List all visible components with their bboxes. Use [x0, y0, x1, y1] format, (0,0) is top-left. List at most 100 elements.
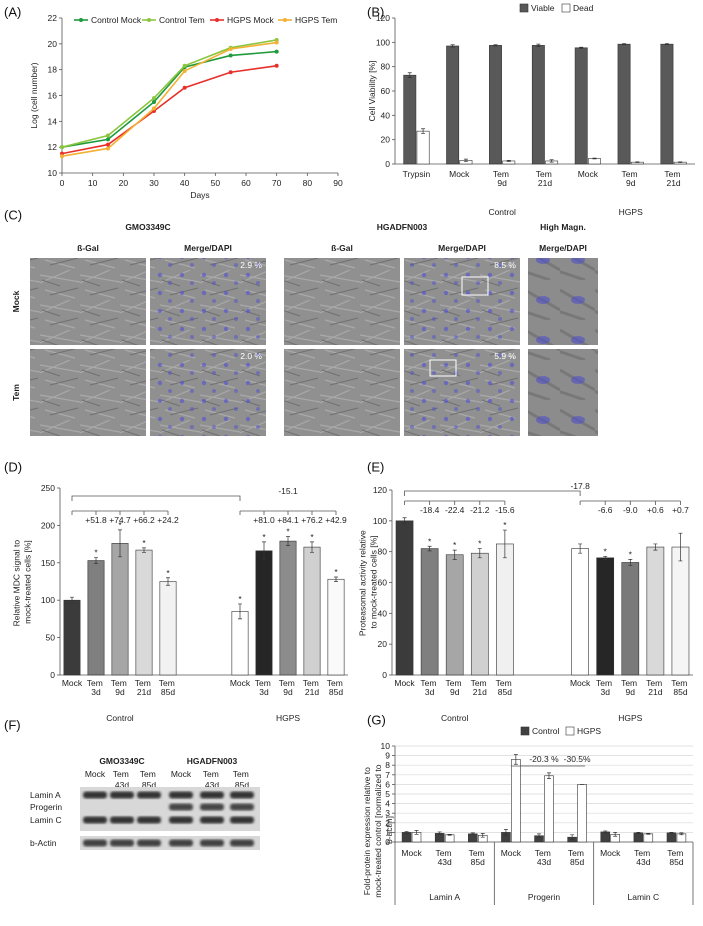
- bar: [489, 45, 502, 165]
- x-tick-label: Tem 21d: [471, 678, 489, 697]
- x-tick-label: Tem 85d: [496, 678, 514, 697]
- annotation: +0.7: [672, 505, 689, 515]
- text-line: 9d: [626, 178, 636, 188]
- dapi-overlay: [150, 349, 266, 436]
- text-line: 9d: [283, 687, 293, 697]
- error-bar: [679, 832, 684, 836]
- error-bar: [678, 532, 683, 562]
- row-label: Tem: [11, 384, 21, 401]
- bar: [577, 784, 587, 843]
- bar: [633, 832, 644, 843]
- significance-marker: *: [94, 548, 98, 558]
- legend-label: Control: [532, 726, 560, 736]
- x-tick-label: Tem 21d: [303, 678, 321, 697]
- bar: [544, 775, 554, 843]
- row-label: Mock: [11, 290, 21, 312]
- legend-swatch: [561, 3, 571, 13]
- data-point: [228, 70, 233, 75]
- y-tick-label: 1: [385, 827, 390, 837]
- blot-band: [137, 791, 161, 799]
- y-tick-label: 3: [385, 808, 390, 818]
- legend-label: HGPS Tem: [295, 15, 337, 25]
- y-tick-label: 80: [378, 547, 388, 557]
- text-line: Mock: [570, 678, 591, 688]
- y-tick-label: 120: [376, 13, 390, 23]
- group-label: HGPS: [619, 207, 643, 217]
- text-line: Tem: [469, 848, 487, 858]
- data-point: [274, 49, 279, 54]
- y-tick-label: 12: [48, 142, 58, 152]
- bar: [420, 548, 439, 676]
- bar: [63, 599, 81, 676]
- zoom-box: [461, 276, 489, 296]
- annotation: -21.2: [470, 505, 490, 515]
- text-line: Tem: [622, 169, 640, 179]
- legend-label: Viable: [531, 3, 555, 13]
- bracket: [404, 500, 506, 505]
- blot-band: [83, 791, 107, 799]
- blot-band: [83, 816, 107, 824]
- annotation: +42.9: [325, 515, 347, 525]
- text-line: Tem: [135, 678, 153, 688]
- x-tick-label: 10: [88, 178, 98, 188]
- y-tick-label: 9: [385, 751, 390, 761]
- error-bar: [407, 72, 412, 78]
- series-line: [61, 39, 277, 148]
- error-bar: [118, 529, 122, 558]
- blot-band: [230, 816, 254, 824]
- data-point: [106, 133, 110, 138]
- blot-band: [110, 791, 134, 799]
- text-line: Tem: [279, 678, 297, 688]
- legend-swatch: [520, 726, 530, 736]
- axis: [391, 490, 693, 676]
- annotation: +24.2: [157, 515, 179, 525]
- text-line: Tem: [471, 678, 489, 688]
- y-tick-label: 8: [385, 760, 390, 770]
- error-bar: [477, 548, 482, 559]
- y-tick-label: 2: [385, 818, 390, 828]
- blot-band: [169, 816, 193, 824]
- text-line: Log (cell number): [29, 62, 39, 128]
- x-tick-label: Tem 21d: [135, 678, 153, 697]
- bar: [327, 578, 345, 676]
- blot-band: [169, 839, 193, 847]
- text-line: Tem: [596, 678, 614, 688]
- group-label: Progerin: [528, 892, 560, 902]
- error-bar: [636, 832, 641, 834]
- annotation: +76.2: [301, 515, 323, 525]
- text-line: Tem: [113, 769, 131, 779]
- significance-marker: *: [629, 549, 633, 559]
- lane-label: Tem 85d: [233, 769, 251, 790]
- bar: [231, 611, 249, 676]
- error-bar: [653, 543, 658, 551]
- y-tick-label: 60: [378, 578, 388, 588]
- bar: [279, 540, 297, 676]
- micrograph: [284, 258, 400, 345]
- significance-marker: *: [334, 567, 338, 577]
- y-tick-label: 250: [41, 483, 55, 493]
- percentage: 2.0 %: [240, 351, 262, 361]
- text-line: 21d: [666, 178, 680, 188]
- blot-band: [169, 791, 193, 799]
- annotation: +81.0: [253, 515, 275, 525]
- bar: [446, 45, 460, 165]
- x-tick-label: Tem 21d: [646, 678, 664, 697]
- text-line: 85d: [570, 857, 584, 867]
- lane-label: Mock: [171, 769, 192, 779]
- legend-label: Dead: [573, 3, 594, 13]
- bar: [444, 834, 455, 843]
- legend-swatch: [565, 726, 575, 736]
- significance-marker: *: [604, 546, 608, 556]
- blot-band: [137, 816, 161, 824]
- x-tick-label: Tem 85d: [469, 848, 487, 867]
- blot-band: [200, 803, 224, 811]
- data-point: [152, 99, 156, 104]
- data-point: [182, 68, 187, 73]
- significance-marker: *: [478, 539, 482, 549]
- group-label: HGPS: [618, 713, 642, 723]
- text-line: 43d: [636, 857, 650, 867]
- error-bar: [238, 603, 242, 620]
- x-tick-label: Tem 9d: [493, 169, 511, 188]
- x-tick-label: Tem 3d: [255, 678, 273, 697]
- error-bar: [414, 830, 419, 835]
